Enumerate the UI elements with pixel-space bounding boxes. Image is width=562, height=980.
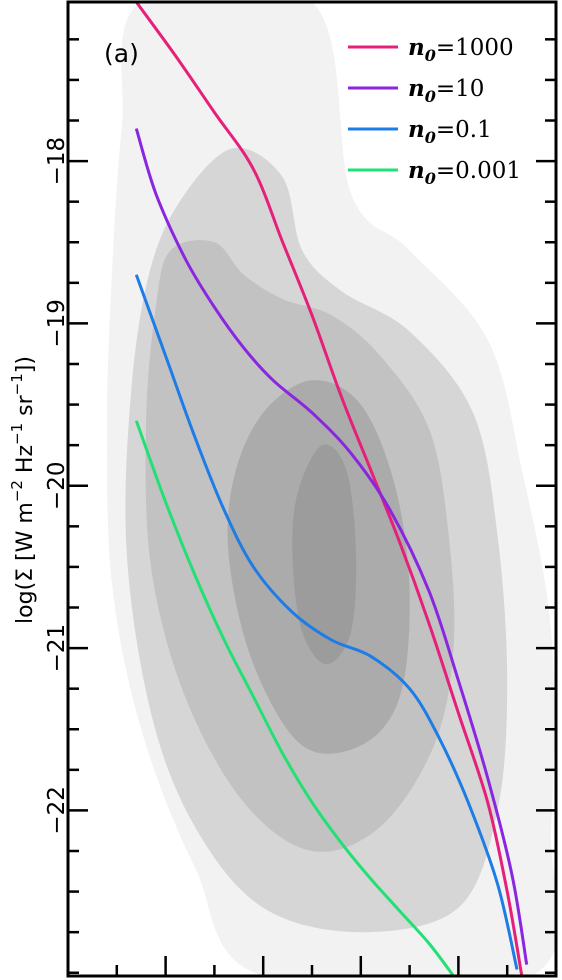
y-axis-title-suffix: ]) <box>13 356 38 373</box>
density-contours <box>106 2 556 976</box>
legend-var: n <box>408 116 425 143</box>
y-axis-title-exp1: −2 <box>8 480 26 502</box>
plot-frame <box>66 0 558 978</box>
y-axis-title-prefix: log(Σ [W m <box>13 502 38 624</box>
y-tick-label: −20 <box>44 462 70 511</box>
y-axis-title-exp2: −1 <box>8 423 26 445</box>
panel-label: (a) <box>104 39 139 68</box>
y-tick-label: −19 <box>44 299 70 348</box>
axis-ticks <box>68 38 556 976</box>
model-curves <box>134 2 529 976</box>
y-axis-title-mid2: sr <box>13 394 38 422</box>
legend-value: =10 <box>436 76 485 102</box>
series-line-3 <box>134 274 519 970</box>
y-axis-title-mid1: Hz <box>13 445 38 480</box>
legend-var: n <box>408 157 425 184</box>
y-tick-labels: −18 −19 −20 −21 −22 <box>44 137 70 835</box>
y-tick-label: −21 <box>44 624 70 673</box>
legend-sub: 0 <box>425 46 436 65</box>
legend-label-1: n0=1000 <box>408 34 514 65</box>
legend-sub: 0 <box>425 128 436 147</box>
legend-sub: 0 <box>425 169 436 188</box>
y-axis-title-exp3: −1 <box>8 373 26 395</box>
y-axis-title: log(Σ [W m−2 Hz−1 sr−1]) <box>8 356 38 624</box>
y-tick-label: −18 <box>44 137 70 186</box>
legend-label-2: n0=10 <box>408 75 484 106</box>
legend-var: n <box>408 34 425 61</box>
series-line-1 <box>135 2 524 976</box>
series-line-4 <box>134 420 455 976</box>
legend-label-4: n0=0.001 <box>408 157 521 188</box>
contour-level-5 <box>292 444 357 665</box>
legend-value: =1000 <box>436 35 514 61</box>
legend-value: =0.1 <box>436 117 492 143</box>
legend-label-3: n0=0.1 <box>408 116 492 147</box>
y-tick-label: −22 <box>44 786 70 835</box>
legend-value: =0.001 <box>436 158 521 184</box>
legend-sub: 0 <box>425 87 436 106</box>
legend-var: n <box>408 75 425 102</box>
series-line-2 <box>134 128 529 965</box>
